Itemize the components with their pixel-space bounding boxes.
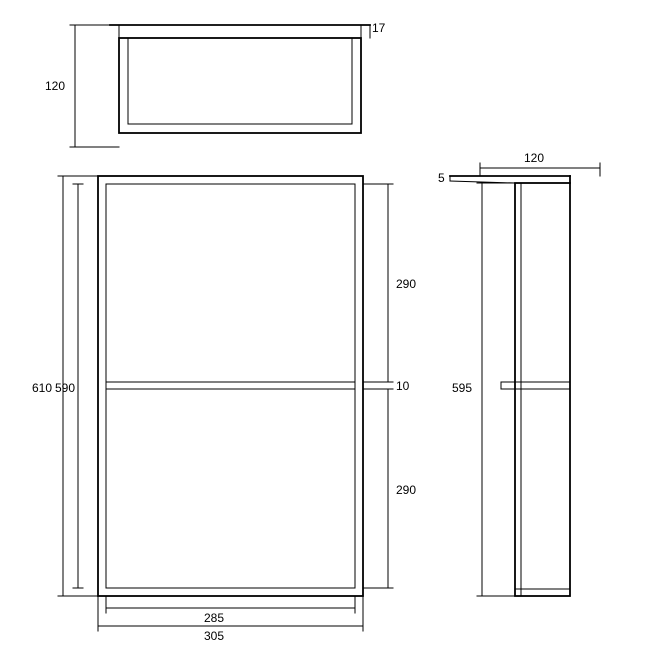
dim-side-top-t: 5	[438, 171, 445, 185]
dim-front-shelf-t: 10	[396, 379, 410, 393]
dim-front-inner-w: 285	[204, 611, 224, 625]
dim-front-upper-gap: 290	[396, 277, 416, 291]
dim-top-thickness: 17	[372, 21, 386, 35]
dim-front-outer-h: 610	[32, 381, 52, 395]
dim-top-height: 120	[45, 79, 65, 93]
dim-front-outer-w: 305	[204, 629, 224, 643]
dim-front-inner-h: 590	[55, 381, 75, 395]
dim-front-lower-gap: 290	[396, 483, 416, 497]
dim-side-top-w: 120	[524, 151, 544, 165]
dim-side-inner-h: 595	[452, 381, 472, 395]
technical-drawing: 120 17 610590 290 10 290 285 305 120 5 595	[0, 0, 650, 650]
